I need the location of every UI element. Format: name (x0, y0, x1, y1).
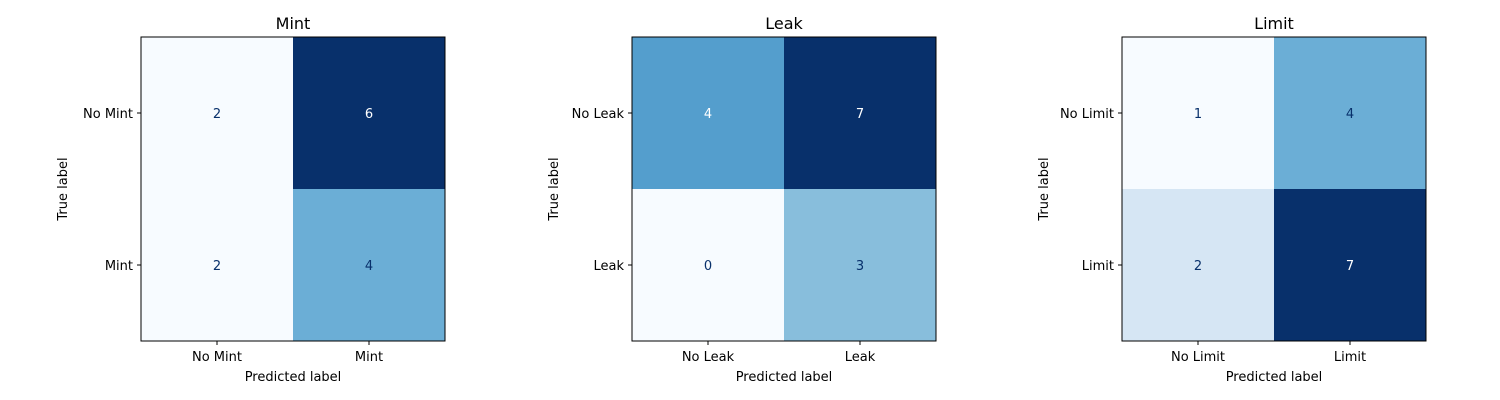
cell-value-label: 1 (1194, 107, 1202, 122)
cell-value-label: 3 (856, 259, 864, 274)
heatmap-cell (784, 189, 936, 341)
heatmap-cell (632, 37, 784, 189)
y-tick-label: No Limit (1060, 107, 1114, 122)
cell-value-label: 0 (704, 259, 712, 274)
heatmap-cell (1274, 37, 1426, 189)
cell-value-label: 7 (856, 107, 864, 122)
heatmap-cell (1274, 189, 1426, 341)
heatmap-cell (1122, 189, 1274, 341)
cell-value-label: 2 (213, 107, 221, 122)
cell-value-label: 2 (213, 259, 221, 274)
cell-value-label: 7 (1346, 259, 1354, 274)
confusion-matrix-panel-0: 2 6 2 4 Mint No Mint Mint No Mint Mint Predicted … (56, 14, 446, 385)
cell-value-label: 4 (365, 259, 373, 274)
y-axis-label: True label (56, 157, 71, 221)
x-axis-label: Predicted label (245, 370, 342, 385)
chart-title: Limit (1254, 14, 1294, 33)
x-tick-label: No Limit (1171, 350, 1225, 365)
x-tick-label: Limit (1334, 350, 1366, 365)
heatmap-cell (141, 189, 293, 341)
x-tick-label: No Leak (682, 350, 735, 365)
plot-frame (631, 36, 937, 342)
cell-value-label: 6 (365, 107, 373, 122)
x-tick-label: No Mint (192, 350, 242, 365)
heatmap-cell (293, 37, 445, 189)
cell-value-label: 4 (1346, 107, 1354, 122)
heatmap-cell (784, 37, 936, 189)
chart-title: Mint (276, 14, 311, 33)
y-axis-label: True label (1037, 157, 1052, 221)
heatmap-cell (1122, 37, 1274, 189)
y-tick-label: Mint (105, 259, 133, 274)
x-tick-label: Mint (355, 350, 383, 365)
x-axis-label: Predicted label (736, 370, 833, 385)
chart-title: Leak (765, 14, 803, 33)
cell-value-label: 2 (1194, 259, 1202, 274)
y-axis-label: True label (547, 157, 562, 221)
plot-frame (1121, 36, 1427, 342)
y-tick-label: No Leak (572, 107, 625, 122)
cell-value-label: 4 (704, 107, 712, 122)
heatmap-cell (293, 189, 445, 341)
y-tick-label: Leak (593, 259, 624, 274)
confusion-matrix-panel-2: 1 4 2 7 Limit No Limit Limit No Limit Limit Predi… (1037, 14, 1427, 385)
y-tick-label: Limit (1082, 259, 1114, 274)
heatmap-cell (632, 189, 784, 341)
confusion-matrix-panel-1: 4 7 0 3 Leak No Leak Leak No Leak Leak Predicted … (547, 14, 937, 385)
y-tick-label: No Mint (83, 107, 133, 122)
heatmap-cell (141, 37, 293, 189)
x-tick-label: Leak (845, 350, 876, 365)
plot-frame (140, 36, 446, 342)
x-axis-label: Predicted label (1226, 370, 1323, 385)
